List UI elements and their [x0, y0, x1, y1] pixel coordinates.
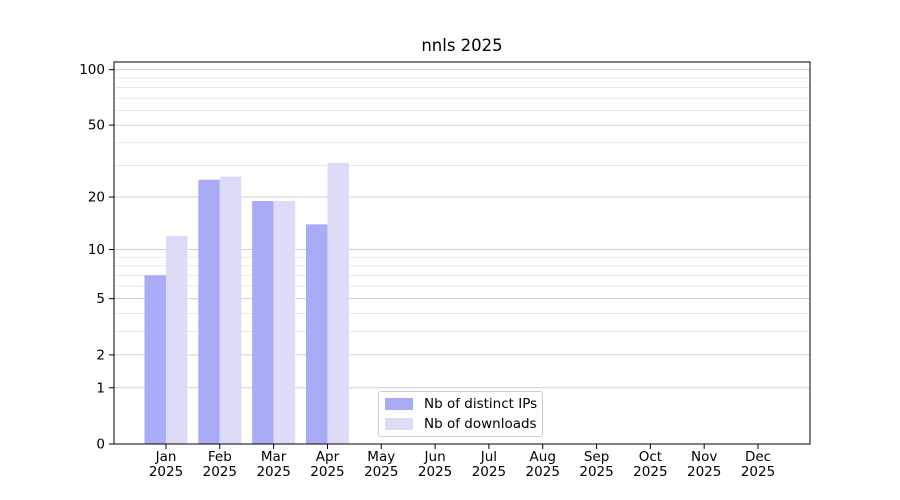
bar-feb-distinct-ips [198, 179, 220, 444]
x-tick-label-year: 2025 [579, 464, 613, 480]
bar-jan-distinct-ips [144, 275, 166, 444]
chart-title: nnls 2025 [421, 36, 503, 55]
legend-label-distinct-ips: Nb of distinct IPs [424, 396, 538, 412]
x-tick-label-year: 2025 [310, 464, 344, 480]
legend-label-downloads: Nb of downloads [424, 416, 537, 432]
x-tick-label-year: 2025 [472, 464, 506, 480]
y-tick-label: 1 [96, 380, 105, 396]
legend-swatch-distinct-ips [385, 398, 413, 410]
x-tick-label-year: 2025 [687, 464, 721, 480]
bar-feb-downloads [219, 176, 242, 444]
y-tick-label: 50 [88, 118, 105, 134]
x-tick-label-month: Aug [530, 449, 556, 465]
bar-mar-downloads [273, 201, 296, 444]
bar-apr-downloads [327, 162, 349, 445]
x-tick-label-year: 2025 [256, 464, 290, 480]
legend-item-downloads: Nb of downloads [385, 414, 538, 434]
x-tick-label-year: 2025 [364, 464, 398, 480]
y-tick-label: 5 [96, 291, 105, 307]
legend: Nb of distinct IPs Nb of downloads [378, 391, 543, 437]
x-tick-label-month: May [367, 449, 395, 465]
y-tick-label: 0 [96, 437, 105, 453]
legend-swatch-downloads [385, 418, 413, 430]
bar-jan-downloads [166, 235, 188, 444]
x-tick-label-year: 2025 [741, 464, 775, 480]
x-tick-label-month: Oct [639, 449, 662, 465]
x-tick-label-year: 2025 [418, 464, 452, 480]
x-tick-label-year: 2025 [203, 464, 237, 480]
y-tick-label: 2 [96, 347, 105, 363]
x-tick-label-month: Jun [424, 449, 446, 465]
y-tick-label: 10 [88, 242, 105, 258]
x-tick-label-year: 2025 [149, 464, 183, 480]
plot-border [113, 61, 811, 445]
bar-apr-distinct-ips [305, 224, 328, 444]
x-tick-label-month: Nov [691, 449, 717, 465]
x-tick-label-month: Apr [316, 449, 340, 465]
y-tick-label: 100 [79, 62, 105, 78]
x-tick-label-month: Sep [584, 449, 609, 465]
x-tick-label-year: 2025 [633, 464, 667, 480]
x-tick-label-year: 2025 [526, 464, 560, 480]
x-tick-label-month: Feb [208, 449, 232, 465]
x-tick-label-month: Jul [480, 449, 497, 465]
y-tick-label: 20 [88, 190, 105, 206]
x-tick-label-month: Mar [261, 449, 287, 465]
x-tick-label-month: Dec [745, 449, 771, 465]
bar-mar-distinct-ips [252, 201, 274, 444]
legend-item-distinct-ips: Nb of distinct IPs [385, 394, 538, 414]
x-tick-label-month: Jan [155, 449, 177, 465]
